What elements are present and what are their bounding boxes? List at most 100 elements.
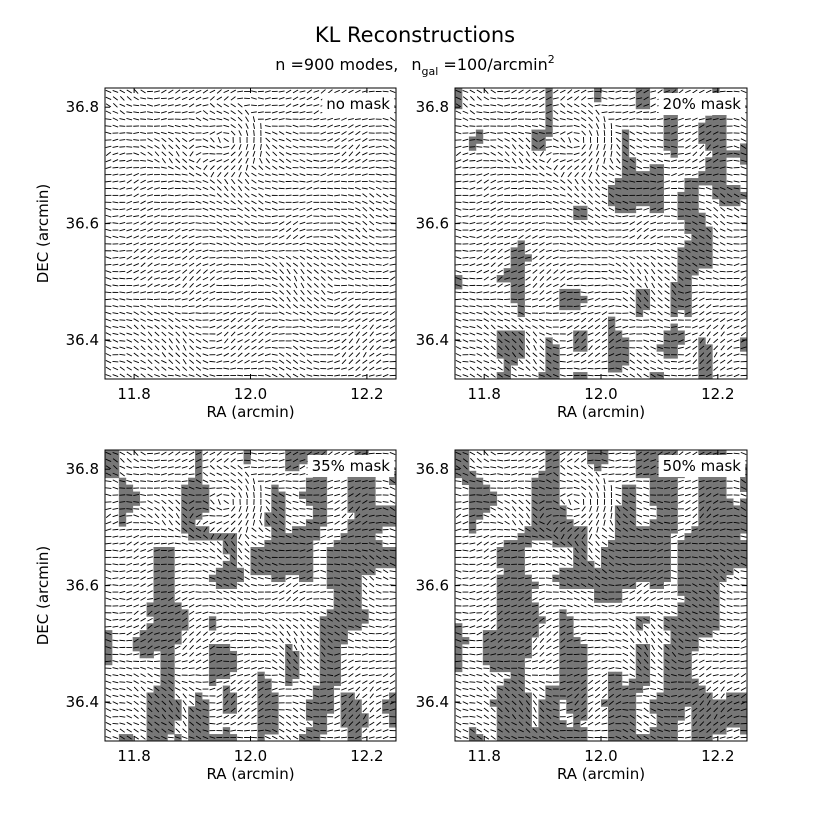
shear-whisker	[355, 318, 361, 322]
shear-whisker	[252, 505, 256, 512]
shear-whisker	[692, 297, 698, 302]
shear-whisker	[278, 201, 285, 204]
shear-whisker	[629, 352, 635, 357]
shear-whisker	[657, 222, 664, 224]
shear-whisker	[133, 270, 140, 274]
shear-whisker	[389, 173, 396, 176]
shear-whisker	[195, 165, 202, 170]
shear-whisker	[545, 89, 552, 93]
shear-whisker	[126, 458, 132, 463]
shear-whisker	[483, 242, 490, 246]
ngal-main: n	[411, 55, 421, 74]
shear-whisker	[271, 110, 278, 114]
shear-whisker	[657, 289, 663, 295]
shear-whisker	[334, 480, 341, 483]
shear-whisker	[147, 466, 153, 469]
shear-whisker	[140, 318, 146, 322]
shear-whisker	[497, 159, 504, 163]
shear-whisker	[469, 263, 476, 267]
shear-whisker	[361, 263, 368, 266]
shear-whisker	[292, 89, 299, 94]
shear-whisker	[334, 332, 340, 336]
shear-whisker	[608, 345, 615, 350]
shear-whisker	[119, 360, 126, 363]
shear-whisker	[369, 331, 374, 337]
shear-whisker	[230, 359, 236, 364]
shear-whisker	[223, 172, 229, 178]
shear-whisker	[133, 451, 139, 456]
shear-whisker	[382, 514, 389, 517]
shear-whisker	[629, 304, 635, 309]
shear-whisker	[216, 298, 223, 301]
shear-whisker	[643, 296, 649, 302]
shear-whisker	[588, 200, 594, 205]
shear-whisker	[237, 179, 243, 184]
shear-whisker	[581, 186, 586, 191]
shear-whisker	[455, 166, 462, 169]
shear-whisker	[389, 215, 396, 218]
shear-whisker	[140, 89, 146, 94]
shear-whisker	[362, 235, 368, 239]
shear-whisker	[182, 331, 187, 337]
shear-whisker	[300, 296, 305, 302]
shear-whisker	[244, 466, 250, 469]
shear-whisker	[726, 374, 733, 377]
shear-whisker	[726, 214, 733, 218]
shear-whisker	[237, 256, 244, 259]
shear-whisker	[712, 270, 719, 274]
shear-whisker	[733, 180, 740, 183]
shear-whisker	[608, 338, 614, 344]
shear-whisker	[538, 187, 545, 190]
shear-whisker	[462, 346, 469, 350]
shear-whisker	[355, 270, 361, 274]
shear-whisker	[650, 367, 656, 371]
shear-whisker	[133, 494, 140, 497]
shear-whisker	[664, 311, 670, 315]
shear-whisker	[189, 366, 195, 371]
shear-whisker	[195, 222, 202, 224]
shear-whisker	[167, 291, 174, 294]
shear-whisker	[712, 256, 719, 260]
shear-whisker	[705, 200, 712, 204]
shear-whisker	[497, 262, 503, 267]
shear-whisker	[257, 243, 264, 245]
shear-whisker	[112, 138, 119, 142]
shear-whisker	[230, 151, 236, 157]
shear-whisker	[580, 103, 587, 108]
shear-whisker	[587, 304, 594, 308]
shear-whisker	[497, 111, 504, 114]
shear-whisker	[657, 339, 664, 343]
shear-whisker	[174, 249, 181, 253]
shear-whisker	[354, 277, 361, 280]
shear-whisker	[699, 144, 705, 150]
shear-whisker	[230, 110, 236, 115]
shear-whisker	[671, 139, 677, 141]
shear-whisker	[726, 332, 733, 336]
shear-whisker	[636, 276, 642, 281]
shear-whisker	[382, 501, 389, 503]
shear-whisker	[678, 360, 684, 363]
shear-whisker	[181, 111, 188, 114]
shear-whisker	[348, 345, 354, 351]
shear-whisker	[244, 277, 250, 280]
shear-whisker	[320, 89, 326, 94]
shear-whisker	[650, 201, 657, 204]
shear-whisker	[299, 508, 306, 510]
shear-whisker	[209, 200, 216, 204]
shear-whisker	[636, 303, 642, 309]
shear-whisker	[518, 131, 524, 135]
modes-label: n =900 modes,	[275, 55, 398, 74]
shear-whisker	[573, 318, 580, 322]
shear-whisker	[594, 221, 601, 226]
shear-whisker	[532, 104, 538, 107]
shear-whisker	[699, 359, 705, 365]
shear-whisker	[587, 207, 594, 212]
shear-whisker	[539, 172, 545, 177]
shear-whisker	[223, 479, 230, 483]
shear-whisker	[671, 304, 677, 309]
shear-whisker	[133, 111, 140, 114]
shear-whisker	[580, 242, 587, 246]
shear-whisker	[285, 125, 292, 127]
shear-whisker	[664, 208, 670, 211]
shear-whisker	[581, 338, 586, 344]
